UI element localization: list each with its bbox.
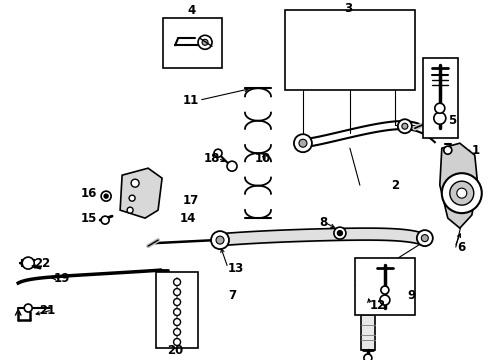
Bar (354, 258, 414, 315)
Text: 21: 21 (39, 303, 55, 316)
Circle shape (421, 235, 427, 242)
Text: 17: 17 (183, 194, 199, 207)
Circle shape (173, 279, 180, 285)
Text: 4: 4 (187, 4, 196, 17)
Circle shape (127, 207, 133, 213)
Polygon shape (120, 168, 162, 218)
Text: 19: 19 (54, 271, 70, 284)
Bar (422, 58, 457, 138)
Circle shape (449, 181, 473, 205)
Bar (156, 272, 198, 348)
Text: 10: 10 (254, 152, 270, 165)
Circle shape (24, 304, 32, 312)
Text: 16: 16 (81, 186, 97, 200)
Circle shape (333, 227, 345, 239)
Circle shape (129, 195, 135, 201)
Text: 13: 13 (227, 262, 244, 275)
Circle shape (131, 179, 139, 187)
Circle shape (202, 39, 207, 45)
Text: 12: 12 (369, 298, 386, 311)
Text: 3: 3 (343, 2, 351, 15)
Circle shape (226, 161, 237, 171)
Circle shape (443, 146, 451, 154)
Text: 15: 15 (81, 212, 97, 225)
Circle shape (401, 123, 407, 129)
Text: 18: 18 (203, 152, 220, 165)
Text: 20: 20 (166, 343, 183, 356)
Circle shape (104, 194, 108, 198)
Circle shape (211, 231, 228, 249)
Circle shape (22, 257, 34, 269)
Text: 9: 9 (407, 289, 415, 302)
Circle shape (101, 216, 109, 224)
Circle shape (416, 230, 432, 246)
Circle shape (379, 295, 389, 305)
Circle shape (441, 173, 481, 213)
Circle shape (173, 338, 180, 346)
Circle shape (363, 354, 371, 360)
Circle shape (337, 231, 342, 235)
Circle shape (456, 188, 466, 198)
Circle shape (173, 329, 180, 336)
Circle shape (298, 139, 306, 147)
Bar (360, 295, 374, 350)
Circle shape (214, 149, 222, 157)
Circle shape (434, 103, 444, 113)
Text: 7: 7 (227, 289, 236, 302)
Circle shape (173, 298, 180, 306)
Circle shape (293, 134, 311, 152)
Text: 22: 22 (34, 257, 50, 270)
Text: 1: 1 (471, 144, 479, 157)
Circle shape (380, 286, 388, 294)
Circle shape (198, 35, 212, 49)
Text: 6: 6 (456, 240, 464, 253)
Bar (285, 10, 414, 90)
Circle shape (173, 289, 180, 296)
Circle shape (173, 309, 180, 316)
Text: 2: 2 (390, 179, 398, 192)
Bar (163, 18, 222, 68)
Text: 5: 5 (447, 114, 455, 127)
Polygon shape (439, 143, 477, 228)
Circle shape (397, 119, 411, 133)
Text: 14: 14 (180, 212, 196, 225)
Circle shape (433, 112, 445, 124)
Circle shape (173, 319, 180, 325)
Circle shape (216, 236, 224, 244)
Circle shape (101, 191, 111, 201)
Circle shape (430, 113, 440, 123)
Text: 8: 8 (319, 216, 327, 229)
Text: 11: 11 (183, 94, 199, 107)
